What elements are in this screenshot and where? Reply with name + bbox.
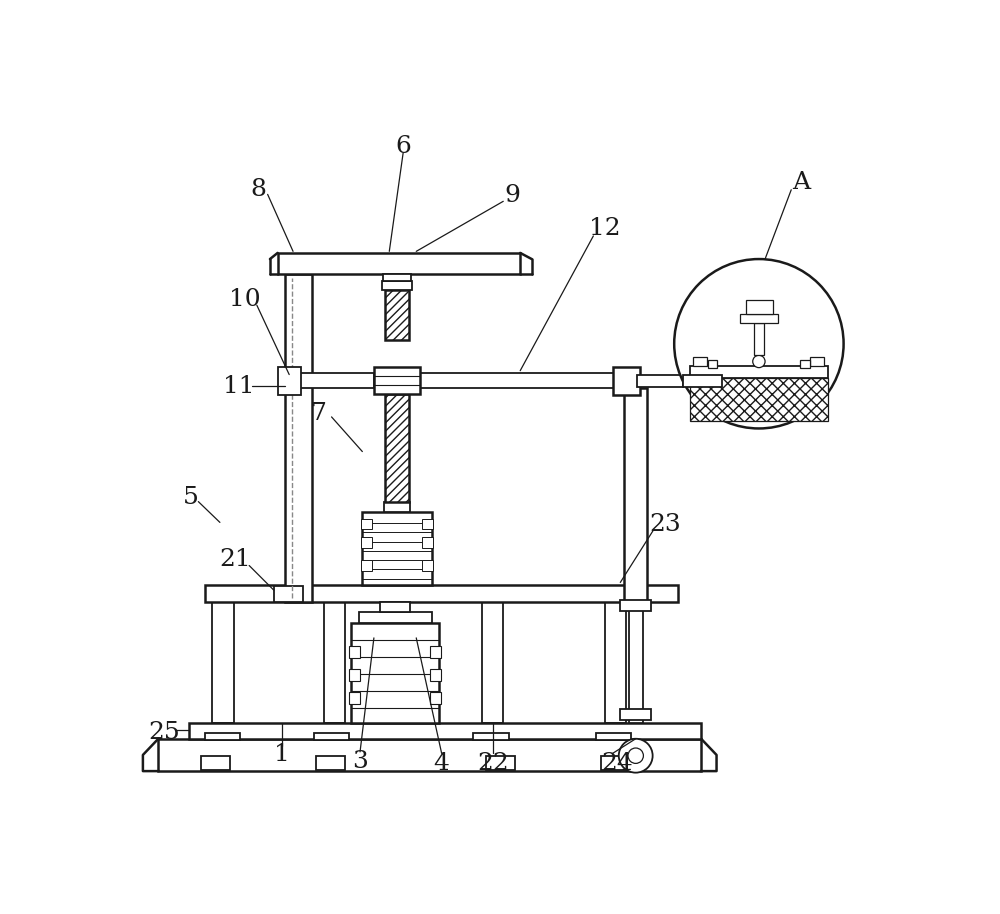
- Text: 4: 4: [434, 752, 450, 775]
- Circle shape: [753, 356, 765, 367]
- Bar: [482, 601, 503, 723]
- Bar: [362, 512, 432, 585]
- Text: 12: 12: [589, 217, 621, 239]
- Bar: [189, 723, 701, 739]
- Bar: [285, 274, 312, 601]
- Bar: [637, 375, 683, 387]
- Bar: [361, 537, 372, 547]
- Bar: [486, 756, 515, 770]
- Bar: [358, 612, 432, 623]
- Bar: [382, 281, 412, 290]
- Bar: [361, 518, 372, 529]
- Text: 24: 24: [601, 752, 633, 775]
- Bar: [385, 394, 409, 503]
- Bar: [205, 585, 678, 601]
- Bar: [420, 373, 620, 388]
- Bar: [624, 388, 647, 601]
- Text: 1: 1: [274, 743, 289, 767]
- Text: 22: 22: [477, 752, 509, 775]
- Bar: [629, 601, 643, 723]
- Bar: [693, 356, 707, 367]
- Bar: [422, 537, 433, 547]
- Bar: [601, 756, 630, 770]
- Bar: [278, 367, 301, 395]
- Bar: [383, 274, 411, 281]
- Bar: [430, 645, 441, 658]
- Bar: [754, 323, 764, 356]
- Text: 6: 6: [395, 135, 411, 158]
- Text: A: A: [792, 171, 810, 194]
- Bar: [349, 692, 360, 704]
- Bar: [374, 367, 420, 394]
- Bar: [201, 756, 230, 770]
- Bar: [205, 733, 240, 740]
- Bar: [422, 560, 433, 571]
- Bar: [314, 733, 349, 740]
- Bar: [746, 300, 773, 314]
- Bar: [324, 601, 345, 723]
- Bar: [278, 253, 520, 274]
- Bar: [683, 375, 722, 387]
- Bar: [708, 360, 717, 367]
- Bar: [430, 692, 441, 704]
- Bar: [297, 373, 374, 388]
- Bar: [605, 601, 626, 723]
- Bar: [596, 733, 631, 740]
- Text: 21: 21: [219, 547, 251, 571]
- Text: 10: 10: [229, 288, 260, 311]
- Bar: [620, 708, 651, 719]
- Bar: [613, 367, 640, 395]
- Bar: [473, 733, 509, 740]
- Bar: [212, 601, 234, 723]
- Text: 7: 7: [311, 401, 326, 425]
- Bar: [690, 378, 828, 420]
- Bar: [384, 503, 410, 512]
- Bar: [800, 360, 810, 367]
- Text: 11: 11: [223, 375, 255, 398]
- Text: 5: 5: [183, 486, 199, 509]
- Bar: [810, 356, 824, 367]
- Bar: [158, 739, 701, 771]
- Circle shape: [628, 748, 643, 763]
- Bar: [349, 669, 360, 681]
- Bar: [361, 560, 372, 571]
- Text: 8: 8: [250, 178, 266, 201]
- Bar: [380, 601, 410, 612]
- Bar: [422, 518, 433, 529]
- Bar: [385, 290, 409, 340]
- Bar: [351, 623, 439, 723]
- Bar: [430, 669, 441, 681]
- Bar: [690, 367, 828, 378]
- Bar: [740, 314, 778, 323]
- Bar: [349, 645, 360, 658]
- Text: 25: 25: [149, 721, 180, 744]
- Circle shape: [619, 739, 653, 772]
- Bar: [620, 600, 651, 611]
- Bar: [316, 756, 345, 770]
- Text: 9: 9: [505, 185, 520, 207]
- Text: 23: 23: [649, 513, 681, 537]
- Text: 3: 3: [352, 749, 368, 772]
- Circle shape: [674, 259, 844, 429]
- Bar: [274, 586, 303, 601]
